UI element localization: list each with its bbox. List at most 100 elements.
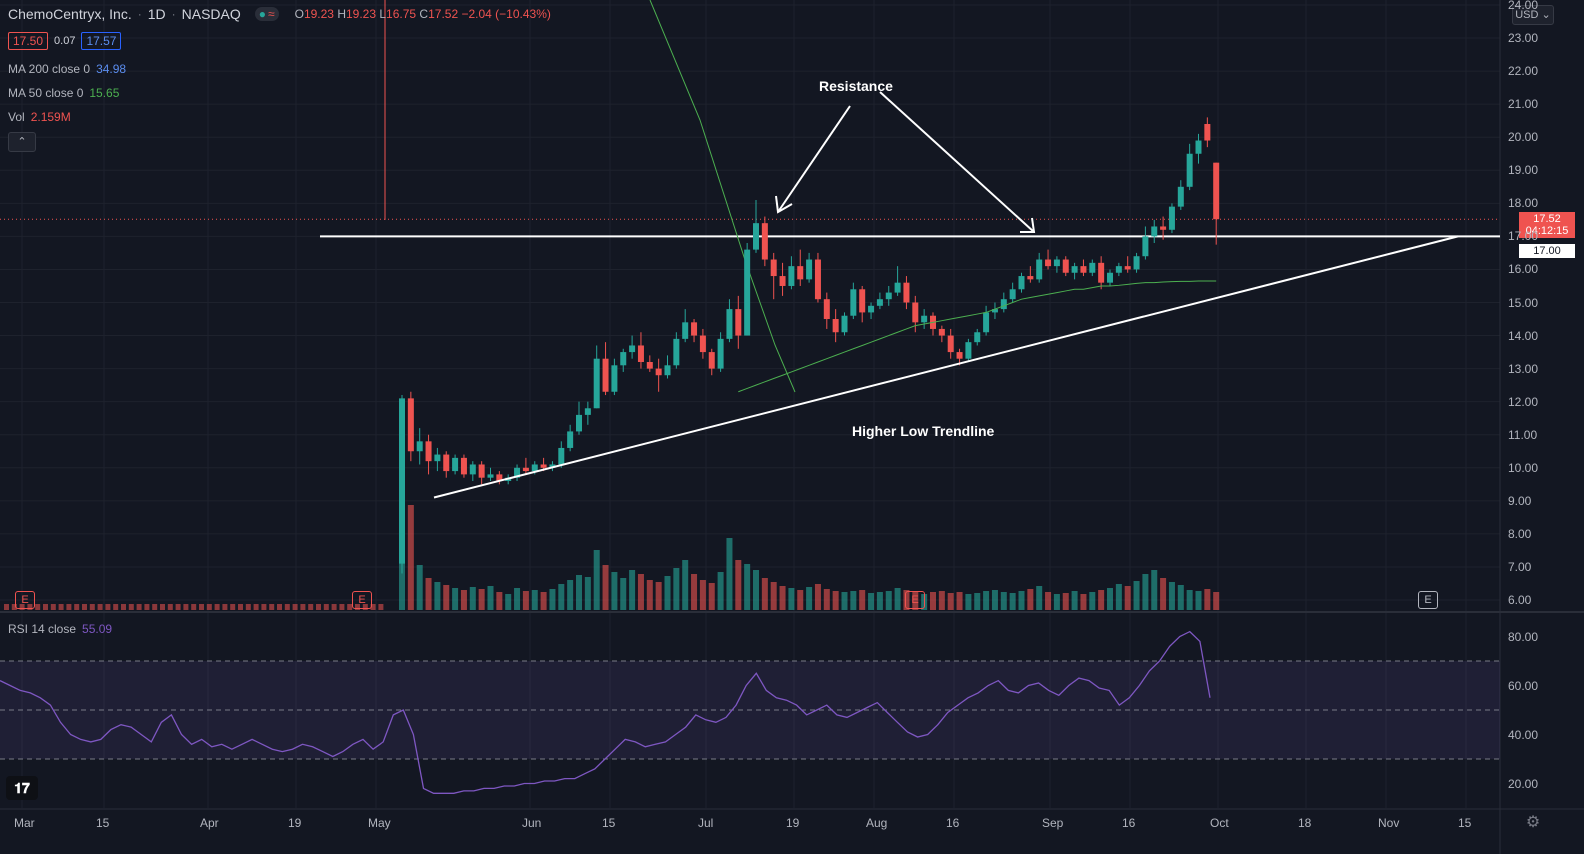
volume-bar bbox=[655, 582, 662, 610]
candle-body bbox=[974, 332, 981, 343]
volume-bar bbox=[744, 564, 751, 610]
candle-body bbox=[938, 328, 945, 336]
rsi-legend[interactable]: RSI 14 close 55.09 bbox=[8, 622, 112, 636]
candle-body bbox=[584, 408, 591, 415]
low-value: 16.75 bbox=[386, 7, 417, 21]
last-price: 17.52 bbox=[1533, 213, 1561, 225]
earnings-marker[interactable]: E bbox=[352, 591, 372, 609]
volume-bar bbox=[708, 583, 715, 610]
volume-bar bbox=[549, 589, 556, 610]
ma200-line bbox=[649, 0, 796, 393]
candle-body bbox=[460, 457, 467, 475]
volume-bar bbox=[496, 592, 503, 610]
volume-bar bbox=[35, 604, 41, 610]
ma50-label: MA 50 close 0 bbox=[8, 86, 84, 100]
volume-bar bbox=[339, 604, 345, 610]
volume-bar bbox=[245, 604, 251, 610]
tradingview-logo[interactable]: 𝟏𝟕 bbox=[6, 776, 38, 800]
candle-body bbox=[726, 309, 733, 339]
volume-bar bbox=[788, 588, 795, 610]
volume-bar bbox=[1036, 586, 1043, 610]
time-axis-label: Jul bbox=[698, 816, 714, 830]
candle-body bbox=[708, 352, 715, 369]
candle-body bbox=[823, 299, 830, 320]
upcoming-earnings-marker[interactable]: E bbox=[1418, 591, 1438, 609]
candle-body bbox=[407, 398, 414, 452]
volume-bar bbox=[806, 587, 813, 610]
symbol-name[interactable]: ChemoCentryx, Inc. bbox=[8, 6, 132, 22]
volume-bar bbox=[370, 604, 376, 610]
high-label: H bbox=[337, 7, 346, 21]
volume-legend[interactable]: Vol 2.159M bbox=[8, 110, 71, 124]
candle-body bbox=[894, 282, 901, 293]
volume-bar bbox=[452, 588, 459, 610]
price-axis-label: 24.00 bbox=[1508, 0, 1539, 12]
volume-bar bbox=[105, 604, 111, 610]
candle-body bbox=[1036, 259, 1043, 280]
time-axis-label: 19 bbox=[786, 816, 800, 830]
time-axis-label: Jun bbox=[522, 816, 542, 830]
settings-button[interactable]: ⚙ bbox=[1524, 814, 1542, 832]
volume-bar bbox=[460, 590, 467, 610]
candle-body bbox=[699, 335, 706, 353]
candle-body bbox=[593, 358, 600, 409]
volume-bar bbox=[691, 574, 698, 610]
price-axis-label: 7.00 bbox=[1508, 559, 1532, 574]
ma50-legend[interactable]: MA 50 close 0 15.65 bbox=[8, 86, 119, 100]
candle-body bbox=[576, 414, 582, 432]
volume-bar bbox=[238, 604, 243, 610]
symbol-legend: ChemoCentryx, Inc. · 1D · NASDAQ ● ≈ O19… bbox=[8, 6, 551, 22]
candle-body bbox=[620, 352, 627, 366]
candle-body bbox=[1045, 259, 1052, 267]
candle-body bbox=[434, 454, 441, 462]
candle-body bbox=[1098, 262, 1105, 283]
currency-button[interactable]: USD ⌄ bbox=[1512, 5, 1554, 25]
candle-body bbox=[567, 431, 574, 448]
interval-label[interactable]: 1D bbox=[147, 6, 166, 22]
candle-body bbox=[859, 289, 866, 313]
ma200-legend[interactable]: MA 200 close 0 34.98 bbox=[8, 62, 126, 76]
volume-bar bbox=[505, 594, 512, 610]
volume-bar bbox=[206, 604, 212, 610]
rsi-label: RSI 14 close bbox=[8, 622, 77, 636]
horizontal-line-price: 17.00 bbox=[1533, 245, 1561, 257]
buy-button[interactable]: 17.57 bbox=[81, 32, 122, 50]
sell-button[interactable]: 17.50 bbox=[8, 32, 49, 50]
candle-body bbox=[1160, 226, 1167, 230]
arrow-head bbox=[775, 195, 793, 214]
earnings-marker[interactable]: E bbox=[905, 591, 925, 609]
collapse-legend-button[interactable]: ⌃ bbox=[8, 132, 36, 152]
price-axis-label: 9.00 bbox=[1508, 493, 1532, 508]
candle-body bbox=[761, 223, 768, 260]
price-axis-label: 6.00 bbox=[1508, 593, 1532, 607]
open-label: O bbox=[294, 7, 304, 21]
candle-body bbox=[956, 352, 963, 359]
candle-body bbox=[452, 457, 459, 472]
volume-bar bbox=[602, 565, 609, 610]
candle-body bbox=[1142, 236, 1149, 257]
volume-bar bbox=[567, 580, 574, 610]
candle-body bbox=[549, 464, 556, 468]
resistance-annotation[interactable]: Resistance bbox=[819, 78, 893, 94]
volume-bar bbox=[1151, 570, 1158, 610]
earnings-marker[interactable]: E bbox=[15, 591, 35, 609]
resistance-arrow bbox=[879, 91, 1035, 233]
separator-dot: · bbox=[171, 7, 176, 21]
trendline-annotation[interactable]: Higher Low Trendline bbox=[852, 423, 995, 439]
time-axis-label: 18 bbox=[1298, 816, 1312, 830]
volume-bar bbox=[469, 587, 476, 610]
candle-body bbox=[655, 368, 662, 376]
market-status-badge[interactable]: ● ≈ bbox=[254, 7, 279, 21]
candle-body bbox=[1133, 256, 1140, 270]
volume-bar bbox=[629, 570, 636, 610]
price-axis-label: 13.00 bbox=[1508, 361, 1539, 376]
volume-bar bbox=[584, 577, 591, 610]
price-axis-label: 8.00 bbox=[1508, 526, 1532, 541]
time-axis-label: Nov bbox=[1378, 816, 1400, 830]
candle-body bbox=[558, 447, 565, 465]
candle-body bbox=[1168, 206, 1175, 230]
time-axis-label: Mar bbox=[14, 816, 35, 830]
volume-bar bbox=[416, 565, 423, 610]
candle-body bbox=[921, 315, 928, 323]
